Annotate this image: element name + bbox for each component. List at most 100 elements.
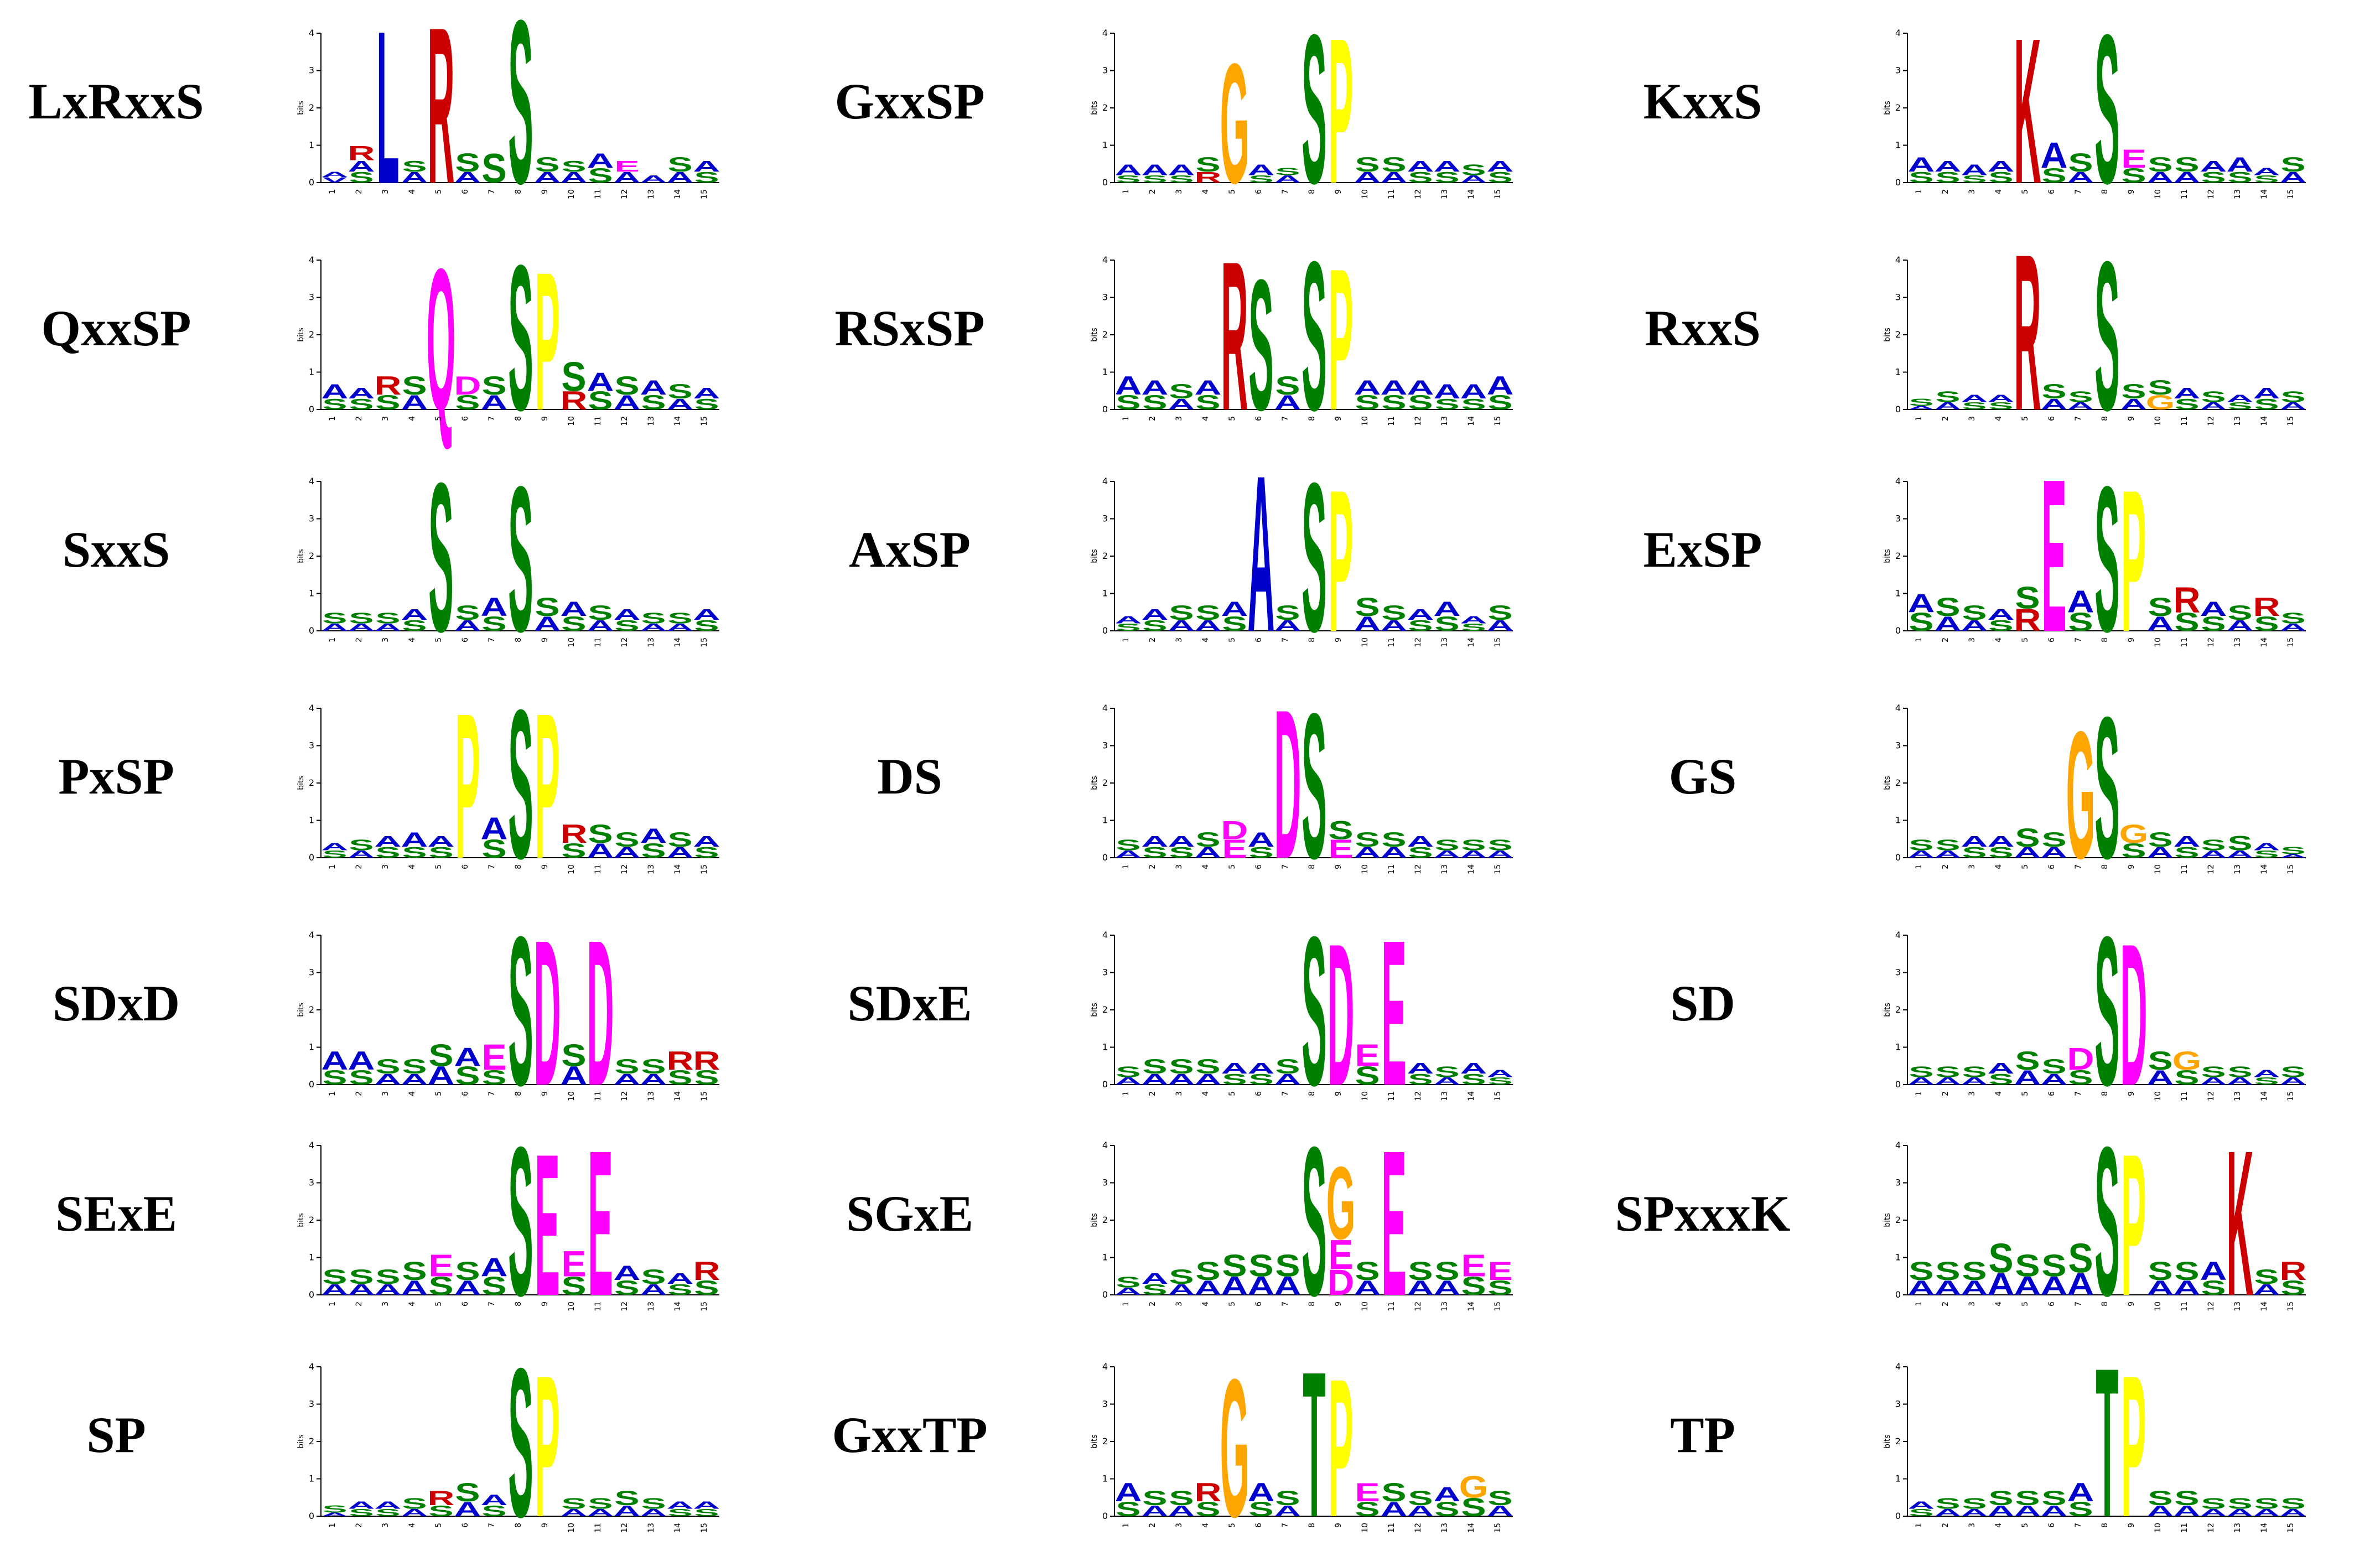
residue-glyph: S	[322, 609, 347, 626]
residue-glyph: S	[349, 396, 374, 413]
y-tick-label: 0	[309, 625, 314, 636]
residue-glyph: S	[2201, 388, 2226, 405]
x-tick-label: 10	[1361, 1301, 1370, 1311]
y-tick-label: 1	[309, 367, 314, 377]
x-tick-label: 1	[328, 416, 337, 421]
residue-glyph: S	[1962, 1495, 1987, 1512]
x-tick-label: 5	[1228, 189, 1237, 194]
residue-glyph: A	[1274, 1071, 1302, 1088]
residue-glyph: S	[322, 1066, 347, 1089]
y-tick-label: 3	[309, 292, 314, 303]
residue-glyph: S	[1142, 844, 1167, 861]
y-tick-label: 3	[1102, 1178, 1108, 1188]
residue-glyph: A	[401, 828, 428, 851]
x-tick-label: 7	[488, 1091, 496, 1096]
y-tick-label: 3	[1102, 1399, 1108, 1409]
x-tick-label: 6	[1254, 637, 1263, 642]
residue-glyph: S	[1408, 844, 1433, 861]
residue-glyph: A	[1434, 597, 1461, 620]
residue-glyph: G	[1220, 28, 1249, 219]
y-axis-label: bits	[1883, 549, 1892, 563]
residue-glyph: A	[1381, 169, 1408, 186]
y-tick-label: 4	[1895, 476, 1901, 486]
residue-glyph: S	[1222, 1071, 1247, 1088]
x-tick-label: 3	[1175, 1523, 1184, 1528]
residue-glyph: S	[1248, 844, 1273, 861]
x-tick-label: 15	[700, 1301, 709, 1311]
y-tick-label: 3	[1895, 292, 1901, 303]
x-tick-label: 12	[1414, 1523, 1423, 1533]
x-tick-label: 8	[1308, 1091, 1316, 1096]
residue-glyph: S	[1909, 608, 1933, 636]
x-tick-label: 6	[2047, 1301, 2056, 1306]
residue-glyph: S	[1988, 400, 2013, 412]
residue-glyph: A	[693, 1500, 720, 1511]
residue-glyph: S	[1169, 1486, 1194, 1510]
residue-glyph: S	[1275, 371, 1300, 400]
residue-glyph: R	[348, 141, 375, 164]
residue-glyph: Q	[427, 226, 456, 453]
x-tick-label: 6	[2047, 189, 2056, 194]
x-tick-label: 1	[1915, 1091, 1923, 1096]
residue-glyph: A	[322, 1046, 349, 1075]
residue-glyph: A	[428, 832, 455, 849]
x-tick-label: 2	[355, 637, 364, 642]
x-tick-label: 7	[2074, 1301, 2083, 1306]
x-tick-label: 4	[1994, 189, 2003, 194]
residue-glyph: S	[1222, 612, 1247, 635]
residue-glyph: A	[1988, 393, 2015, 405]
y-tick-label: 0	[1102, 625, 1108, 636]
residue-glyph: S	[2254, 173, 2279, 185]
x-tick-label: 13	[647, 1301, 656, 1311]
residue-glyph: S	[588, 601, 613, 624]
x-tick-label: 5	[1228, 416, 1237, 421]
x-tick-label: 4	[408, 416, 417, 421]
x-tick-label: 5	[2021, 637, 2030, 642]
residue-glyph: S	[641, 391, 666, 414]
residue-glyph: A	[534, 169, 561, 186]
residue-glyph: A	[1988, 1267, 2015, 1301]
x-tick-label: 6	[1254, 416, 1263, 421]
residue-glyph: S	[1909, 1257, 1933, 1285]
residue-glyph: L	[376, 0, 399, 229]
x-tick-label: 5	[2021, 864, 2030, 869]
residue-glyph: A	[2014, 1272, 2041, 1300]
y-tick-label: 3	[1895, 1178, 1901, 1188]
y-tick-label: 2	[1895, 551, 1901, 561]
y-tick-label: 0	[1102, 1289, 1108, 1300]
residue-glyph: S	[375, 609, 400, 626]
residue-glyph: A	[401, 605, 428, 623]
residue-glyph: A	[1115, 161, 1142, 178]
residue-glyph: S	[1381, 601, 1406, 624]
residue-glyph: A	[1460, 380, 1487, 403]
residue-glyph: S	[455, 1478, 480, 1507]
residue-glyph: A	[481, 1253, 508, 1282]
x-tick-label: 9	[541, 189, 549, 194]
residue-glyph: S	[2068, 388, 2093, 405]
x-tick-label: 6	[461, 416, 470, 421]
x-tick-label: 13	[1440, 1301, 1449, 1311]
residue-glyph: D	[534, 898, 561, 1129]
x-tick-label: 15	[1494, 189, 1502, 199]
residue-glyph: G	[2066, 694, 2096, 897]
x-tick-label: 13	[1440, 864, 1449, 874]
residue-glyph: S	[588, 386, 613, 415]
x-tick-label: 1	[328, 1091, 337, 1096]
x-tick-label: 7	[2074, 1091, 2083, 1096]
residue-glyph: S	[614, 371, 639, 400]
residue-glyph: A	[1195, 617, 1222, 634]
residue-glyph: A	[1354, 844, 1381, 861]
residue-glyph: A	[640, 376, 667, 399]
x-tick-label: 15	[700, 416, 709, 426]
y-axis-label: bits	[1090, 328, 1099, 342]
x-tick-label: 14	[1467, 1301, 1476, 1311]
residue-glyph: S	[2015, 581, 2040, 615]
residue-glyph: S	[2280, 844, 2305, 856]
residue-glyph: S	[2227, 831, 2252, 854]
residue-glyph: S	[1169, 1055, 1194, 1078]
residue-glyph: S	[694, 1507, 719, 1518]
